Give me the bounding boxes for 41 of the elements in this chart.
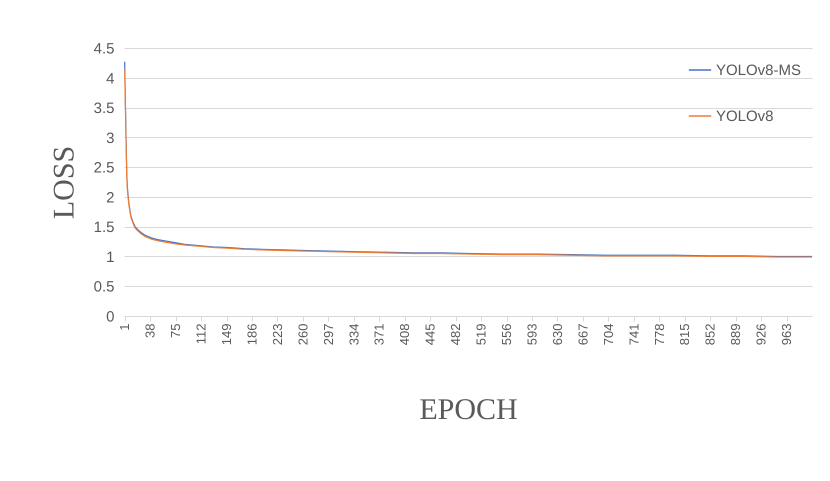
x-tick-label: 149 xyxy=(219,324,234,346)
x-tick-label: 482 xyxy=(448,324,464,346)
y-axis-title: LOSS xyxy=(48,146,81,220)
y-tick-label: 0.5 xyxy=(94,278,114,296)
x-tick-label: 334 xyxy=(346,324,362,346)
x-tick-label: 112 xyxy=(194,324,209,344)
x-tick-label: 630 xyxy=(550,324,565,346)
x-tick-label: 38 xyxy=(142,324,158,338)
y-tick-label: 1 xyxy=(106,248,114,266)
x-tick-label: 408 xyxy=(397,324,412,346)
y-tick-label: 3.5 xyxy=(94,100,114,118)
x-tick-label: 667 xyxy=(575,324,590,346)
x-tick-label: 963 xyxy=(779,324,794,346)
x-tick-label: 852 xyxy=(702,324,718,346)
x-tick-label: 186 xyxy=(244,324,260,346)
x-tick-label: 741 xyxy=(626,324,642,346)
x-tick-label: 778 xyxy=(652,324,667,346)
x-tick-label: 593 xyxy=(524,324,540,346)
y-tick-label: 0 xyxy=(106,308,114,326)
x-tick-label: 445 xyxy=(422,324,438,346)
x-tick-label: 519 xyxy=(474,324,489,346)
y-tick-label: 4 xyxy=(106,70,114,88)
x-tick-label: 815 xyxy=(677,324,692,346)
y-tick-label: 3 xyxy=(106,130,114,147)
y-tick-label: 2.5 xyxy=(94,160,114,177)
y-tick-label: 4.5 xyxy=(94,40,114,58)
x-tick-label: 371 xyxy=(372,324,387,346)
x-tick-label: 297 xyxy=(320,324,336,346)
x-tick-label: 889 xyxy=(728,324,744,346)
legend-label: YOLOv8 xyxy=(716,108,774,125)
x-tick-label: 1 xyxy=(117,324,132,331)
x-axis-title: EPOCH xyxy=(419,393,518,426)
x-tick-label: 223 xyxy=(270,324,285,346)
x-tick-label: 260 xyxy=(295,324,310,346)
x-tick-label: 556 xyxy=(499,324,514,346)
x-tick-label: 75 xyxy=(168,324,184,338)
x-tick-label: 704 xyxy=(600,324,616,346)
x-tick-label: 926 xyxy=(754,324,769,346)
y-tick-label: 1.5 xyxy=(94,219,114,236)
y-tick-label: 2 xyxy=(106,189,114,206)
legend-label: YOLOv8-MS xyxy=(716,62,802,79)
